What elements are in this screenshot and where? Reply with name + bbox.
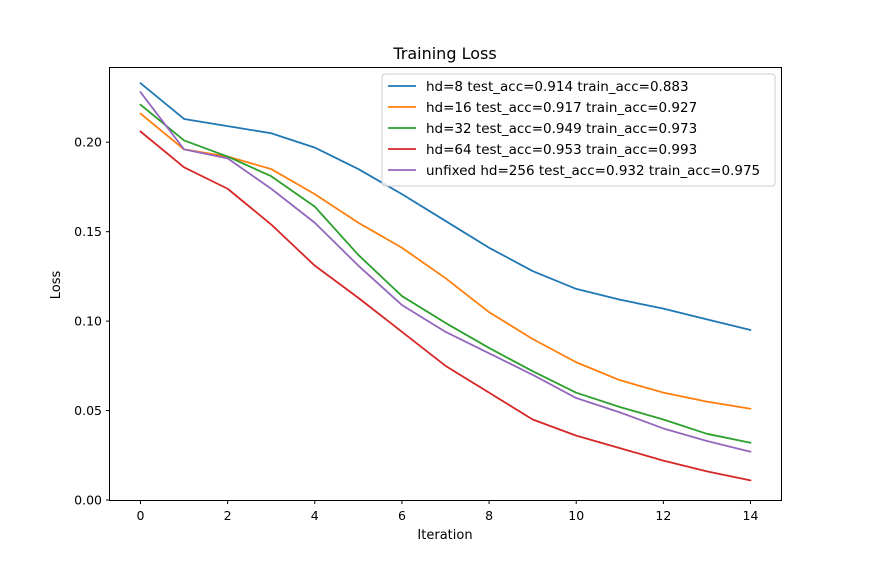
series-lines bbox=[139, 82, 752, 482]
x-tick-label: 12 bbox=[655, 508, 671, 523]
legend-label-1: hd=16 test_acc=0.917 train_acc=0.927 bbox=[426, 100, 697, 116]
x-tick-label: 14 bbox=[743, 508, 759, 523]
y-tick-label: 0.20 bbox=[74, 135, 102, 150]
x-tick-label: 4 bbox=[311, 508, 319, 523]
series-line-3 bbox=[139, 130, 752, 482]
legend-label-2: hd=32 test_acc=0.949 train_acc=0.973 bbox=[426, 121, 697, 137]
legend: hd=8 test_acc=0.914 train_acc=0.883 hd=16… bbox=[381, 73, 776, 187]
legend-label-0: hd=8 test_acc=0.914 train_acc=0.883 bbox=[426, 79, 689, 95]
y-tick-label: 0.15 bbox=[74, 224, 102, 239]
x-tick-label: 8 bbox=[485, 508, 493, 523]
legend-label-3: hd=64 test_acc=0.953 train_acc=0.993 bbox=[426, 142, 697, 158]
y-axis-ticks: 0.00 0.05 0.10 0.15 0.20 bbox=[74, 135, 110, 508]
legend-frame bbox=[381, 73, 776, 187]
legend-label-4: unfixed hd=256 test_acc=0.932 train_acc=… bbox=[426, 163, 760, 179]
y-tick-label: 0.00 bbox=[74, 493, 102, 508]
x-axis-label: Iteration bbox=[417, 528, 472, 543]
chart-title: Training Loss bbox=[392, 44, 496, 63]
y-tick-label: 0.10 bbox=[74, 314, 102, 329]
x-tick-label: 2 bbox=[224, 508, 232, 523]
y-tick-label: 0.05 bbox=[74, 403, 102, 418]
series-line-1 bbox=[139, 112, 752, 410]
x-tick-label: 6 bbox=[398, 508, 406, 523]
y-axis-label: Loss bbox=[49, 271, 64, 300]
x-axis-ticks: 0 2 4 6 8 10 12 14 bbox=[137, 500, 759, 523]
series-line-0 bbox=[139, 82, 752, 331]
series-line-2 bbox=[139, 103, 752, 444]
x-tick-label: 10 bbox=[568, 508, 584, 523]
plot-area-frame bbox=[109, 67, 782, 501]
x-tick-label: 0 bbox=[137, 508, 145, 523]
series-line-4 bbox=[139, 91, 752, 453]
